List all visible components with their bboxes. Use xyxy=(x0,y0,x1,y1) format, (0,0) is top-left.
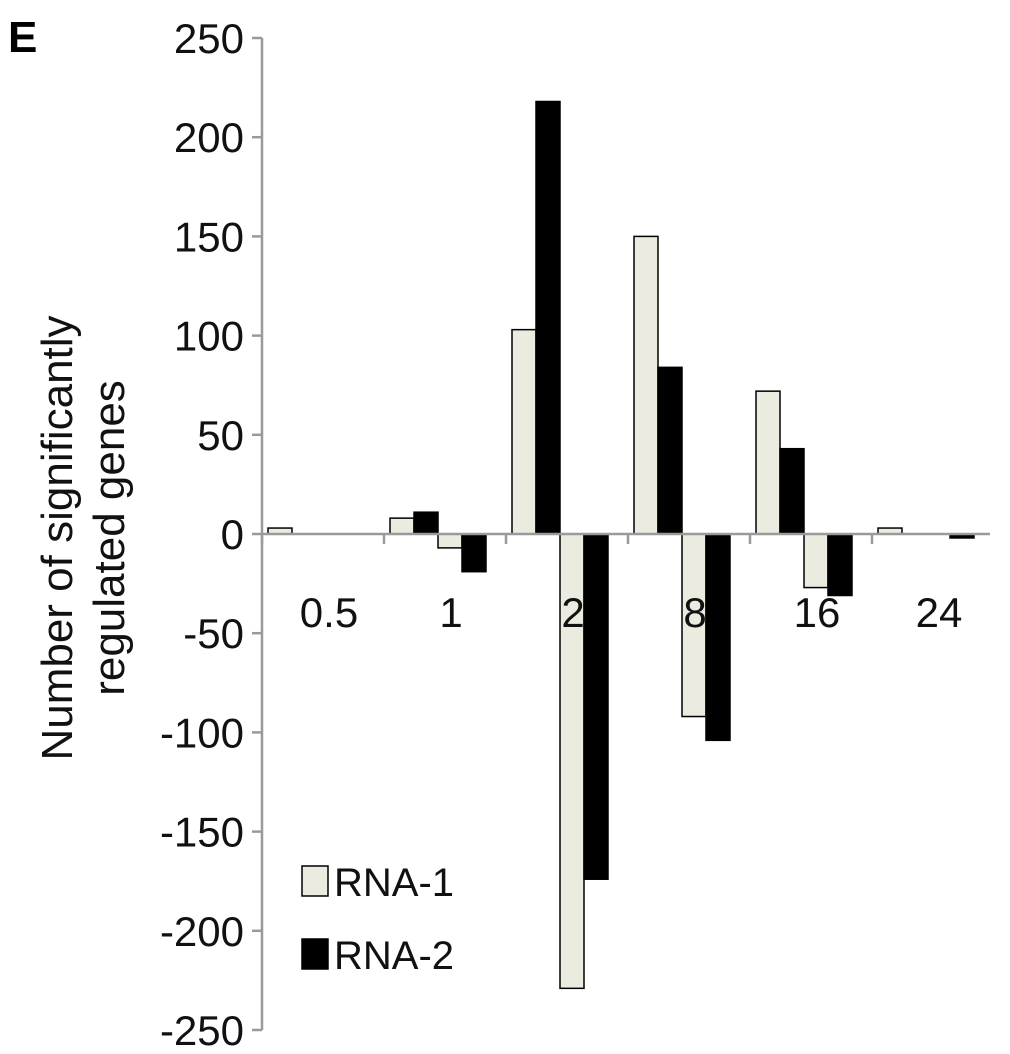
y-axis-label-line1: Number of significantly xyxy=(33,315,82,760)
legend-label-rna-2: RNA-2 xyxy=(334,934,454,978)
bar-rna1-up-8 xyxy=(633,235,659,535)
y-tick-label: 0 xyxy=(221,511,244,558)
legend-label-rna-1: RNA-1 xyxy=(334,861,454,905)
bar-rna2-up-8 xyxy=(657,366,683,535)
legend: RNA-1 RNA-2 xyxy=(301,861,454,978)
category-labels: 0.5 1 2 8 16 24 xyxy=(300,589,963,636)
y-axis-label-line2: regulated genes xyxy=(85,380,134,696)
bar-rna2-down-8 xyxy=(705,533,731,742)
bars xyxy=(267,100,975,990)
y-tick-label: -250 xyxy=(160,1007,244,1054)
y-tick-label: 150 xyxy=(174,213,244,260)
category-label: 8 xyxy=(683,589,706,636)
y-axis-ticks: 250 200 150 100 50 0 -50 -100 -150 -200 -250 xyxy=(160,15,262,1054)
y-tick-label: -100 xyxy=(160,709,244,756)
category-label: 24 xyxy=(916,589,963,636)
bar-rna1-down-16 xyxy=(803,533,829,589)
bar-rna2-down-1 xyxy=(461,533,487,573)
bar-rna2-down-16 xyxy=(827,533,853,597)
category-label: 16 xyxy=(794,589,841,636)
legend-swatch-rna-2 xyxy=(301,938,329,970)
y-tick-label: 50 xyxy=(197,412,244,459)
bar-rna2-up-2 xyxy=(535,100,561,535)
bar-rna2-down-2 xyxy=(583,533,609,880)
bar-rna2-up-1 xyxy=(413,511,439,535)
y-tick-label: -150 xyxy=(160,809,244,856)
legend-swatch-rna-1 xyxy=(301,865,329,897)
category-label: 0.5 xyxy=(300,589,358,636)
bar-rna2-up-16 xyxy=(779,447,805,535)
category-label: 2 xyxy=(561,589,584,636)
bar-rna1-down-8 xyxy=(681,533,707,718)
bar-rna1-down-2 xyxy=(559,533,585,990)
category-label: 1 xyxy=(439,589,462,636)
y-tick-label: -50 xyxy=(183,610,244,657)
y-tick-label: 100 xyxy=(174,313,244,360)
bar-rna1-up-16 xyxy=(755,390,781,535)
y-tick-label: 200 xyxy=(174,114,244,161)
bar-rna1-up-2 xyxy=(511,328,537,535)
y-tick-label: -200 xyxy=(160,908,244,955)
panel-label: E xyxy=(8,13,37,62)
y-tick-label: 250 xyxy=(174,15,244,62)
bar-rna1-up-1 xyxy=(389,517,415,535)
bar-rna1-down-1 xyxy=(437,533,463,549)
